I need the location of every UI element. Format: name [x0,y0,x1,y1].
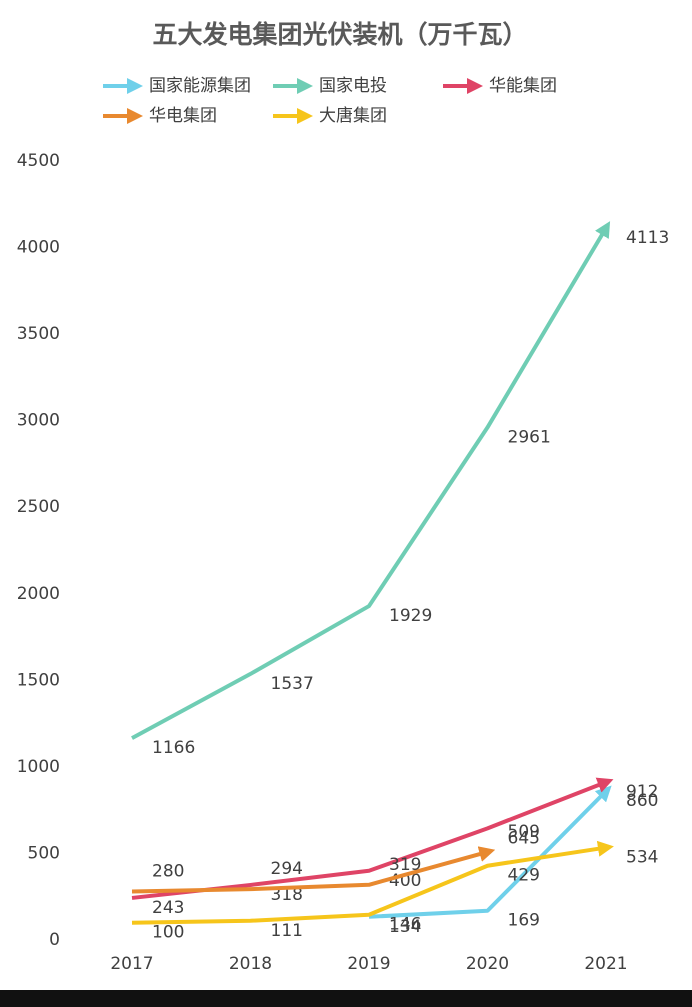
data-label: 243 [152,898,184,918]
data-label: 2961 [508,427,551,447]
data-label: 4113 [626,228,669,248]
y-tick-label: 3000 [17,411,60,431]
y-tick-label: 4000 [17,238,60,258]
data-label: 169 [508,911,540,931]
y-tick-label: 500 [28,843,60,863]
x-tick-label: 2020 [466,954,509,974]
x-tick-label: 2019 [347,954,390,974]
chart-title: 五大发电集团光伏装机（万千瓦） [152,20,527,49]
data-label: 280 [152,862,184,882]
series-line [131,221,611,740]
data-label: 912 [626,782,658,802]
y-tick-label: 3500 [17,324,60,344]
y-tick-label: 2500 [17,497,60,517]
data-label: 509 [508,822,540,842]
x-tick-label: 2018 [229,954,272,974]
series-line [131,840,614,925]
legend-label: 华能集团 [489,76,557,96]
legend-label: 大唐集团 [319,105,387,126]
data-label: 860 [626,791,658,811]
data-label: 319 [389,855,421,875]
series-line [131,846,496,894]
legend-label: 华电集团 [149,106,217,126]
data-label: 534 [626,848,658,868]
data-label: 1166 [152,738,195,758]
data-label: 645 [508,828,540,848]
y-tick-label: 1000 [17,757,60,777]
bottom-bar [0,990,692,1007]
legend-label: 国家能源集团 [149,76,251,96]
data-label: 134 [389,917,421,937]
y-tick-label: 2000 [17,584,60,604]
x-tick-label: 2017 [110,954,153,974]
data-label: 111 [271,921,303,941]
data-label: 1537 [271,674,314,694]
data-label: 146 [389,915,421,935]
legend-label: 国家电投 [319,76,387,96]
y-tick-label: 4500 [17,151,60,171]
data-label: 294 [271,859,303,879]
series-line [368,785,612,919]
y-tick-label: 1500 [17,670,60,690]
data-label: 429 [508,866,540,886]
data-label: 1929 [389,606,432,626]
y-tick-label: 0 [49,930,60,950]
data-label: 100 [152,923,184,943]
x-tick-label: 2021 [584,954,627,974]
